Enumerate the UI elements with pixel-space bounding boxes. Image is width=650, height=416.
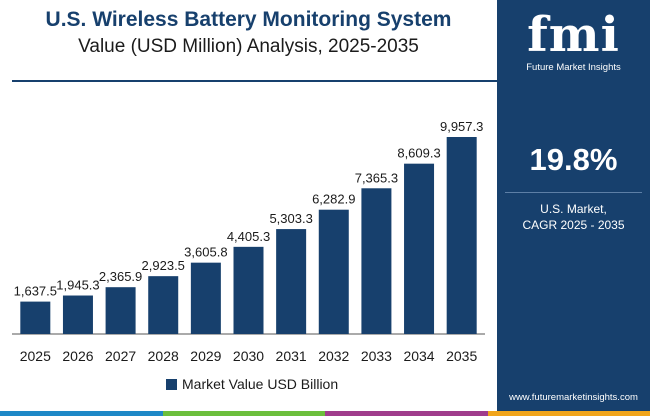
- bar-2028: [148, 276, 179, 334]
- legend-label: Market Value USD Billion: [182, 376, 339, 392]
- chart-subtitle: Value (USD Million) Analysis, 2025-2035: [78, 36, 419, 57]
- side-panel: fmi Future Market Insights 19.8% U.S. Ma…: [497, 0, 650, 416]
- bar-2034: [404, 163, 435, 334]
- bar-2031: [276, 229, 307, 334]
- cagr-label: U.S. Market, CAGR 2025 - 2035: [497, 201, 650, 233]
- cagr-value: 19.8%: [529, 142, 618, 177]
- bar-2025: [20, 301, 51, 334]
- x-tick-label-2025: 2025: [20, 348, 51, 364]
- strip-segment: [488, 411, 650, 416]
- chart-title: U.S. Wireless Battery Monitoring System: [45, 8, 452, 31]
- fmi-logo: fmi Future Market Insights: [497, 8, 650, 73]
- logo-mark: fmi: [527, 7, 620, 63]
- x-tick-label-2034: 2034: [403, 348, 434, 364]
- legend-swatch: [166, 378, 177, 390]
- cagr-label-market: U.S. Market,: [540, 202, 607, 216]
- chart-panel: U.S. Wireless Battery Monitoring System …: [12, 8, 498, 392]
- legend: Market Value USD Billion: [166, 376, 338, 392]
- bottom-color-strip: [0, 411, 650, 416]
- x-tick-label-2030: 2030: [233, 348, 264, 364]
- data-label-2026: 1,945.3: [56, 278, 99, 293]
- x-tick-label-2031: 2031: [276, 348, 307, 364]
- data-label-2030: 4,405.3: [227, 229, 270, 244]
- data-label-2028: 2,923.5: [142, 258, 185, 273]
- data-label-2031: 5,303.3: [269, 211, 312, 226]
- x-tick-label-2029: 2029: [190, 348, 221, 364]
- data-label-2033: 7,365.3: [355, 170, 398, 185]
- strip-segment: [0, 411, 163, 416]
- cagr-divider: [505, 192, 642, 193]
- strip-segment: [325, 411, 488, 416]
- x-tick-label-2032: 2032: [318, 348, 349, 364]
- bar-2026: [62, 295, 93, 334]
- data-label-2029: 3,605.8: [184, 245, 227, 260]
- data-label-2032: 6,282.9: [312, 192, 355, 207]
- data-label-2025: 1,637.5: [14, 284, 57, 299]
- website-link[interactable]: www.futuremarketinsights.com: [509, 392, 638, 403]
- cagr-label-period: CAGR 2025 - 2035: [522, 218, 625, 232]
- data-label-2027: 2,365.9: [99, 269, 142, 284]
- x-tick-label-2028: 2028: [148, 348, 179, 364]
- x-tick-label-2035: 2035: [446, 348, 477, 364]
- x-tick-label-2033: 2033: [361, 348, 392, 364]
- bar-2035: [446, 137, 477, 334]
- bar-2029: [190, 262, 221, 334]
- x-tick-label-2027: 2027: [105, 348, 136, 364]
- bar-chart: 1,637.5 2025 1,945.3 2026 2,365.9 2027 2,923.5…: [12, 119, 485, 364]
- logo-tagline: Future Market Insights: [526, 62, 621, 73]
- bar-2033: [361, 188, 392, 334]
- data-label-2034: 8,609.3: [397, 146, 440, 161]
- bar-2027: [105, 287, 136, 334]
- x-tick-label-2026: 2026: [62, 348, 93, 364]
- bar-2030: [233, 246, 264, 334]
- strip-segment: [163, 411, 325, 416]
- data-label-2035: 9,957.3: [440, 119, 483, 134]
- bar-2032: [318, 209, 349, 334]
- title-divider: [12, 80, 498, 82]
